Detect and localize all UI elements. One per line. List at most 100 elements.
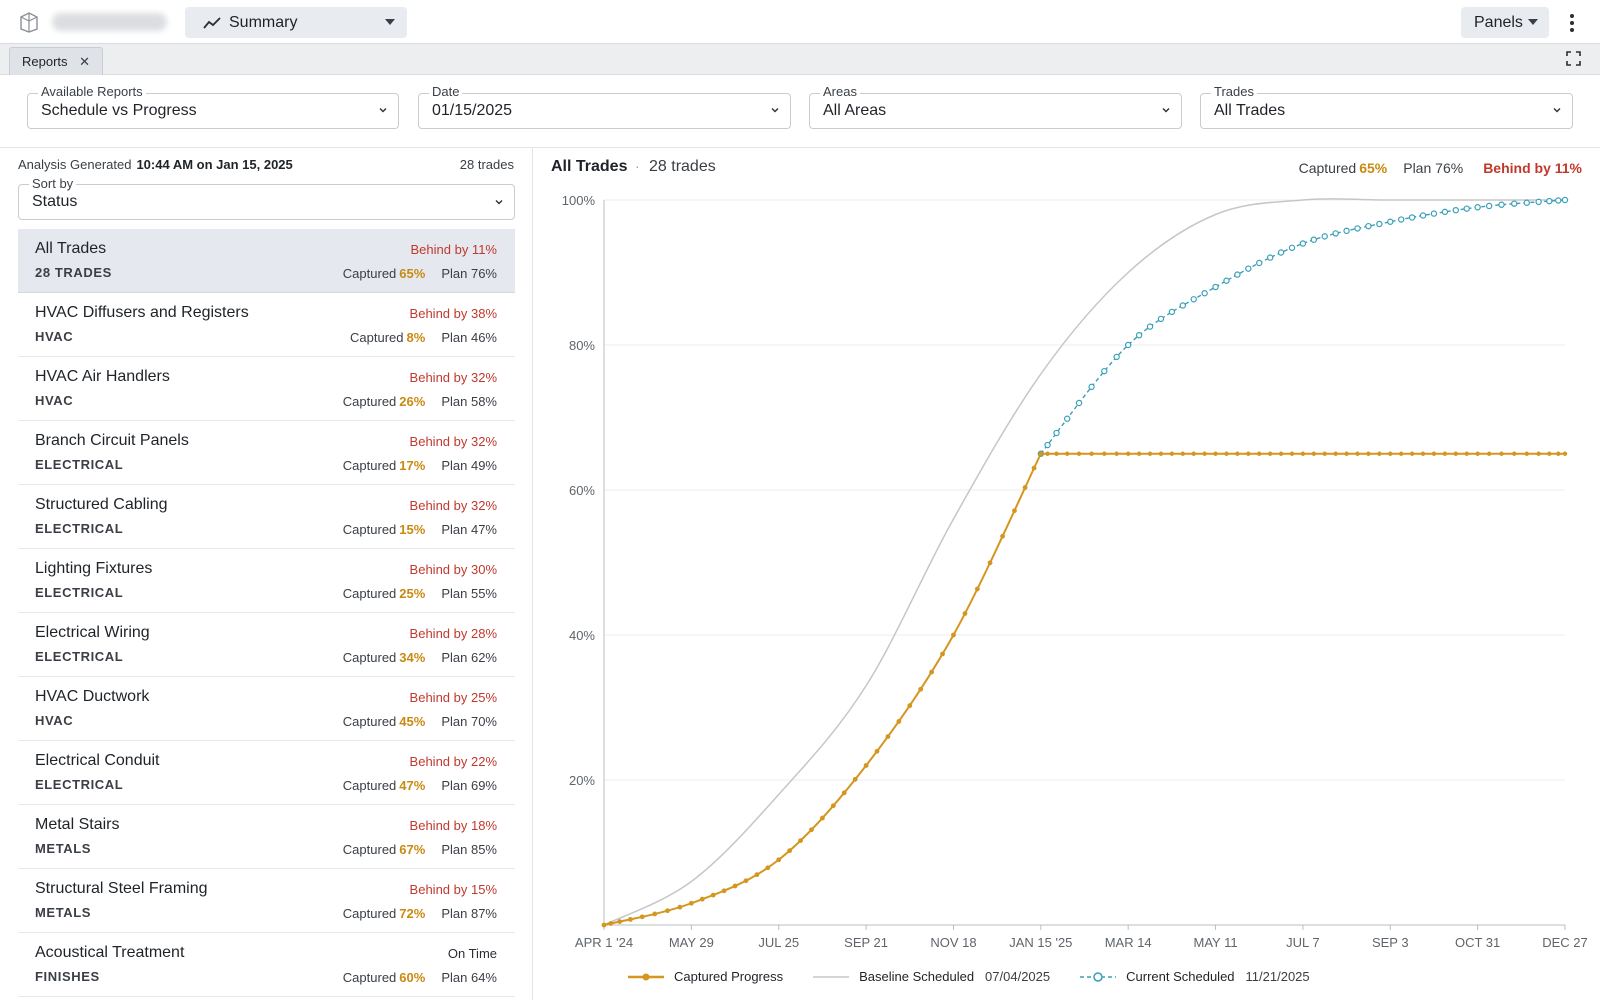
captured-progress-point — [1089, 451, 1094, 456]
current-scheduled-point — [1266, 254, 1274, 261]
captured-progress-point — [1102, 451, 1107, 456]
legend-baseline-scheduled[interactable]: Baseline Scheduled 07/04/2025 — [813, 969, 1050, 984]
chevron-down-icon — [379, 108, 387, 113]
captured-label: Captured — [350, 330, 404, 345]
trade-row[interactable]: Electrical Wiring ELECTRICAL Behind by 28%… — [18, 613, 515, 677]
field-label: Trades — [1211, 84, 1257, 99]
plan-label: Plan — [441, 970, 468, 985]
legend-label: Current Scheduled — [1126, 969, 1235, 984]
trade-category: ELECTRICAL — [35, 457, 124, 472]
caret-down-icon — [385, 19, 395, 25]
y-tick-label: 100% — [562, 193, 596, 208]
captured-value: 65% — [399, 266, 426, 281]
close-tab-icon[interactable]: ✕ — [79, 54, 90, 69]
x-tick-label: SEP 3 — [1372, 935, 1409, 950]
x-tick-label: DEC 27 — [1542, 935, 1588, 950]
current-scheduled-point — [1376, 220, 1383, 228]
captured-progress-point — [1388, 451, 1393, 456]
trade-status: On Time — [447, 946, 497, 961]
trade-row[interactable]: Structural Steel Framing METALS Behind by … — [18, 869, 515, 933]
trade-name: HVAC Diffusers and Registers — [35, 304, 249, 321]
captured-progress-point — [1420, 451, 1426, 456]
captured-label: Captured — [342, 714, 397, 729]
captured-progress-point — [1398, 451, 1404, 456]
trade-row[interactable]: HVAC Ductwork HVAC Behind by 25% Captured 45… — [18, 677, 515, 741]
available-reports-select[interactable]: Available Reports Schedule vs Progress — [27, 84, 399, 129]
captured-progress-point — [1169, 451, 1175, 456]
chevron-down-icon — [771, 108, 779, 113]
trade-row[interactable]: Branch Circuit Panels ELECTRICAL Behind by… — [18, 421, 515, 485]
trade-category: HVAC — [35, 393, 74, 408]
current-scheduled-point — [1365, 222, 1372, 230]
plan-value: 69% — [470, 778, 497, 793]
captured-value: 34% — [399, 650, 426, 665]
current-scheduled-point — [1101, 367, 1108, 375]
legend-current-scheduled[interactable]: Current Scheduled 11/21/2025 — [1080, 969, 1310, 984]
captured-progress-point — [1064, 451, 1070, 456]
x-tick-label: OCT 31 — [1455, 935, 1500, 950]
y-tick-label: 20% — [569, 773, 595, 788]
captured-value: 67% — [399, 842, 426, 857]
y-tick-label: 80% — [569, 338, 595, 353]
plan-label: Plan — [441, 650, 468, 665]
current-scheduled-point — [1044, 441, 1051, 449]
areas-select[interactable]: Areas All Areas — [809, 84, 1182, 129]
date-select[interactable]: Date 01/15/2025 — [418, 84, 791, 129]
field-value: All Trades — [1214, 102, 1286, 119]
trade-row[interactable]: Structured Cabling ELECTRICAL Behind by 32… — [18, 485, 515, 549]
more-options-icon[interactable] — [1565, 12, 1579, 34]
baseline-scheduled-line — [603, 198, 1565, 926]
trade-name: Acoustical Treatment — [35, 944, 185, 961]
trade-row[interactable]: HVAC Diffusers and Registers HVAC Behind b… — [18, 293, 515, 357]
panels-button[interactable]: Panels — [1461, 7, 1549, 38]
captured-progress-point — [1038, 451, 1044, 457]
captured-progress-point — [1475, 451, 1480, 456]
analysis-label: Analysis Generated — [18, 157, 132, 172]
plan-value: 76% — [470, 266, 497, 281]
captured-progress-point — [652, 911, 658, 917]
trade-row[interactable]: All Trades 28 TRADES Behind by 11% Captured… — [18, 229, 515, 293]
building-logo-icon[interactable] — [18, 11, 40, 33]
legend-date: 11/21/2025 — [1245, 969, 1310, 984]
current-scheduled-point — [1234, 271, 1241, 278]
trade-status: Behind by 22% — [409, 754, 497, 769]
trade-row[interactable]: Electrical Conduit ELECTRICAL Behind by 22… — [18, 741, 515, 805]
captured-progress-point — [1158, 451, 1164, 456]
tab-reports[interactable]: Reports ✕ — [9, 47, 103, 75]
trade-row[interactable]: Metal Stairs METALS Behind by 18% Captured 6… — [18, 805, 515, 869]
current-scheduled-point — [1463, 205, 1470, 212]
trade-row[interactable]: Acoustical Treatment FINISHES On Time Captu… — [18, 933, 515, 997]
captured-progress-point — [1344, 451, 1349, 456]
x-tick-label: SEP 21 — [844, 935, 888, 950]
captured-label: Captured — [342, 586, 397, 601]
analysis-time: 10:44 AM on Jan 15, 2025 — [136, 157, 293, 172]
legend-captured-progress[interactable]: Captured Progress — [628, 969, 783, 984]
trade-row[interactable]: HVAC Air Handlers HVAC Behind by 32% Captur… — [18, 357, 515, 421]
captured-progress-point — [951, 632, 956, 638]
trade-row[interactable]: Lighting Fixtures ELECTRICAL Behind by 30%… — [18, 549, 515, 613]
captured-label: Captured — [342, 906, 397, 921]
plan-label: Plan — [441, 330, 468, 345]
fullscreen-icon[interactable] — [1566, 51, 1581, 66]
captured-progress-point — [787, 848, 793, 854]
captured-progress-point — [1562, 451, 1568, 456]
captured-progress-point — [962, 611, 968, 616]
plan-label: Plan — [441, 842, 468, 857]
captured-progress-point — [601, 922, 607, 928]
plan-label: Plan — [441, 266, 468, 281]
captured-progress-point — [608, 921, 614, 926]
tab-label: Reports — [22, 54, 68, 69]
current-scheduled-point — [1535, 198, 1542, 206]
plan-value: 47% — [470, 522, 497, 537]
trade-status: Behind by 18% — [409, 818, 497, 833]
captured-label: Captured — [342, 650, 397, 665]
view-selector-button[interactable]: Summary — [185, 7, 407, 38]
captured-value: 65% — [1359, 160, 1388, 176]
captured-progress-point — [1267, 451, 1273, 456]
trade-category: FINISHES — [35, 969, 100, 984]
trade-progress: Captured 8% Plan 46% — [350, 330, 497, 345]
current-scheduled-point — [1223, 277, 1230, 284]
sort-by-select[interactable]: Sort by Status — [18, 176, 515, 220]
captured-progress-point — [1355, 451, 1360, 456]
trades-select[interactable]: Trades All Trades — [1200, 84, 1573, 129]
